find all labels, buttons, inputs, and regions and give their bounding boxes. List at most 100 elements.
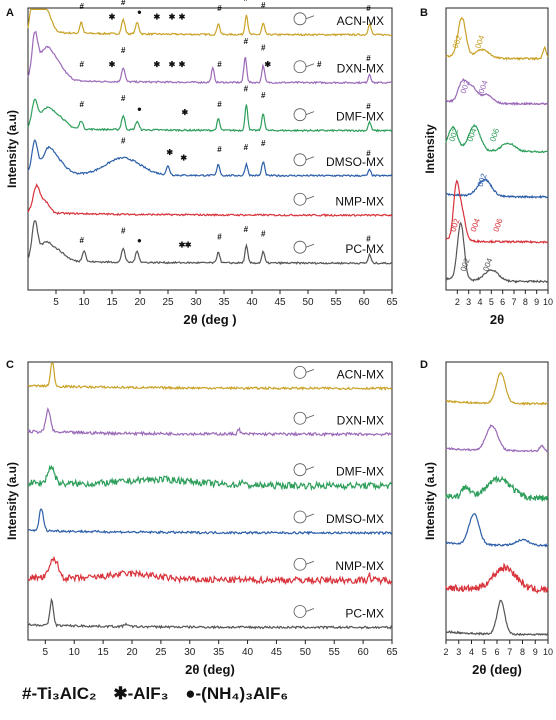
- molecule-icon: [293, 557, 315, 571]
- molecule-ring: [293, 411, 307, 425]
- x-tick-label: 35: [213, 647, 225, 658]
- molecule-ring: [293, 557, 307, 571]
- x-tick-label: 40: [246, 297, 258, 308]
- reflection-label: 004: [469, 217, 482, 233]
- panel-c: C 5 10 15 20 25 30 35 40 45 50 55 60 65 2θ (deg) Intens…: [5, 359, 398, 677]
- molecule-ring: [293, 12, 307, 26]
- x-tick-label: 15: [106, 297, 118, 308]
- x-tick-label: 5: [489, 297, 494, 307]
- series-line-dxn-mx: [446, 77, 549, 106]
- phase-marker: ●: [137, 236, 142, 245]
- x-tick-label: 45: [271, 647, 283, 658]
- series-line-nmp-mx: [445, 179, 549, 245]
- phase-marker: ✱: [166, 148, 173, 157]
- legend-nh4-alf6: ●-(NH₄)₃AlF₆: [185, 684, 289, 703]
- x-tick-label: 65: [386, 647, 398, 658]
- x-tick-label: 10: [78, 297, 90, 308]
- x-tick-label: 9: [533, 647, 538, 657]
- series-line-dxn-mx: [445, 424, 549, 453]
- x-tick-label: 55: [329, 647, 341, 658]
- x-tick-label: 35: [218, 297, 230, 308]
- x-tick-label: 8: [520, 647, 525, 657]
- molecule-bond: [305, 111, 315, 116]
- molecule-icon: [293, 366, 315, 379]
- phase-marker: #: [121, 227, 126, 236]
- series-line-dmso-mx: [445, 513, 549, 548]
- molecule-icon: [293, 60, 315, 74]
- phase-marker: #: [244, 85, 249, 94]
- x-tick-label: 6: [500, 297, 505, 307]
- series-line-pc-mx: [27, 597, 393, 630]
- molecule-bond: [305, 195, 315, 200]
- series-label: DXN-MX: [337, 413, 384, 427]
- phase-marker: ✱: [153, 60, 160, 69]
- phase-marker: #: [217, 100, 222, 109]
- series-line-acn-mx: [27, 362, 393, 392]
- reflection-label: 002: [448, 217, 461, 233]
- molecule-bond: [305, 369, 315, 373]
- series-label: NMP-MX: [335, 194, 384, 208]
- panel-a: A 5 10 15 20 25 30 35 40 45 50 55 60 65 2θ (deg ) Inten…: [5, 0, 398, 327]
- x-tick-label: 10: [543, 297, 553, 307]
- phase-marker: ✱: [179, 241, 186, 250]
- reflection-label: 004: [481, 256, 494, 272]
- molecule-icon: [293, 108, 315, 122]
- phase-marker: ✱: [180, 153, 187, 162]
- series-line-dmso-mx: [27, 508, 393, 536]
- x-axis-label: 2θ (deg ): [183, 312, 236, 327]
- x-tick-label: 9: [534, 297, 539, 307]
- reflection-label: 002: [459, 256, 472, 272]
- x-tick-label: 30: [190, 297, 202, 308]
- x-tick-label: 6: [494, 647, 499, 657]
- x-tick-label: 30: [184, 647, 196, 658]
- reflection-label: 002: [459, 79, 472, 95]
- panel-letter: D: [420, 359, 428, 371]
- series-line-dmf-mx: [445, 475, 549, 502]
- phase-marker: #: [261, 91, 266, 100]
- x-tick-label: 60: [358, 297, 370, 308]
- phase-marker: #: [244, 225, 249, 234]
- molecule-ring: [293, 60, 307, 74]
- phase-marker: #: [366, 102, 371, 111]
- series-label: NMP-MX: [335, 559, 384, 573]
- molecule-icon: [293, 153, 315, 167]
- x-tick-label: 3: [456, 647, 461, 657]
- series-line-dxn-mx: [27, 407, 393, 437]
- panel-letter: B: [420, 7, 428, 19]
- x-tick-label: 7: [511, 297, 516, 307]
- x-axis-label: 2θ (deg): [472, 662, 522, 677]
- phase-marker: ✱: [109, 12, 116, 21]
- phase-marker: ✱: [264, 60, 271, 69]
- y-axis-label: Intensity (a.u): [5, 110, 19, 188]
- reflection-label: 004: [473, 34, 486, 50]
- reflection-label: 002: [447, 127, 460, 143]
- molecule-ring: [293, 240, 307, 254]
- phase-marker: ●: [137, 8, 142, 17]
- reflection-label: 006: [492, 217, 505, 233]
- series-line-acn-mx: [445, 16, 549, 61]
- series-line-dmso-mx: [445, 178, 549, 200]
- phase-marker: #: [217, 145, 222, 154]
- series-line-pc-mx: [445, 221, 549, 284]
- plot-frame: [27, 7, 393, 291]
- x-tick-label: 10: [543, 647, 553, 657]
- phase-marker: ●: [137, 105, 142, 114]
- x-tick-label: 5: [53, 297, 59, 308]
- reflection-label: 006: [488, 127, 501, 143]
- panel-d: D 2 3 4 5 6 7 8 9 10 2θ (deg) Intensity (a.u): [420, 359, 553, 677]
- x-tick-label: 40: [242, 647, 254, 658]
- series-label: DMSO-MX: [326, 155, 384, 169]
- series-label: PC-MX: [345, 606, 384, 620]
- series-line-dmf-mx: [27, 98, 393, 133]
- panel-b: B 2 3 4 5 6 7 8 9 10 2θ Intensity 002 004 002 004 002 004…: [420, 7, 553, 327]
- phase-marker: #: [261, 139, 266, 148]
- plot-frame: [27, 361, 393, 641]
- x-tick-label: 4: [469, 647, 474, 657]
- series-line-dmf-mx: [445, 123, 549, 154]
- x-tick-label: 4: [477, 297, 482, 307]
- molecule-ring: [293, 153, 307, 167]
- phase-marker: #: [261, 43, 266, 52]
- x-tick-label: 15: [98, 647, 110, 658]
- molecule-ring: [293, 366, 307, 379]
